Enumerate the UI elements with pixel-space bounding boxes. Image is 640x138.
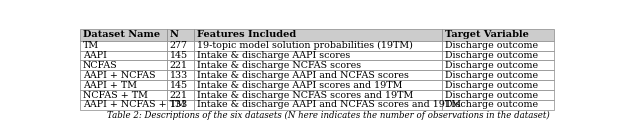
Bar bbox=[194, 80, 442, 90]
Text: Discharge outcome: Discharge outcome bbox=[445, 100, 538, 109]
Text: Discharge outcome: Discharge outcome bbox=[445, 41, 538, 50]
Bar bbox=[80, 70, 167, 80]
Text: Intake & discharge AAPI scores and 19TM: Intake & discharge AAPI scores and 19TM bbox=[197, 81, 403, 90]
Bar bbox=[167, 29, 194, 41]
Bar bbox=[194, 90, 442, 100]
Bar bbox=[442, 70, 554, 80]
Bar bbox=[167, 90, 194, 100]
Bar bbox=[80, 51, 167, 60]
Text: 277: 277 bbox=[170, 41, 188, 50]
Text: Discharge outcome: Discharge outcome bbox=[445, 51, 538, 60]
Bar bbox=[167, 60, 194, 70]
Bar bbox=[194, 70, 442, 80]
Text: Target Variable: Target Variable bbox=[445, 30, 529, 39]
Bar bbox=[80, 100, 167, 110]
Text: Intake & discharge AAPI and NCFAS scores and 19TM: Intake & discharge AAPI and NCFAS scores… bbox=[197, 100, 461, 109]
Bar bbox=[167, 70, 194, 80]
Text: 133: 133 bbox=[170, 71, 188, 80]
Text: 145: 145 bbox=[170, 81, 188, 90]
Bar bbox=[442, 60, 554, 70]
Bar bbox=[167, 80, 194, 90]
Text: Dataset Name: Dataset Name bbox=[83, 30, 160, 39]
Text: AAPI + NCFAS + TM: AAPI + NCFAS + TM bbox=[83, 100, 186, 109]
Bar bbox=[194, 100, 442, 110]
Bar bbox=[80, 80, 167, 90]
Bar bbox=[167, 41, 194, 51]
Bar bbox=[442, 29, 554, 41]
Bar bbox=[442, 51, 554, 60]
Bar bbox=[80, 29, 167, 41]
Text: AAPI: AAPI bbox=[83, 51, 107, 60]
Bar bbox=[442, 90, 554, 100]
Text: Discharge outcome: Discharge outcome bbox=[445, 61, 538, 70]
Text: Intake & discharge AAPI and NCFAS scores: Intake & discharge AAPI and NCFAS scores bbox=[197, 71, 409, 80]
Text: AAPI + NCFAS: AAPI + NCFAS bbox=[83, 71, 156, 80]
Text: Discharge outcome: Discharge outcome bbox=[445, 91, 538, 99]
Bar bbox=[80, 90, 167, 100]
Text: 221: 221 bbox=[170, 91, 188, 99]
Text: N: N bbox=[170, 30, 179, 39]
Bar bbox=[194, 41, 442, 51]
Text: Intake & discharge NCFAS scores: Intake & discharge NCFAS scores bbox=[197, 61, 361, 70]
Bar bbox=[167, 51, 194, 60]
Text: 19-topic model solution probabilities (19TM): 19-topic model solution probabilities (1… bbox=[197, 41, 413, 50]
Text: NCFAS: NCFAS bbox=[83, 61, 118, 70]
Text: Intake & discharge AAPI scores: Intake & discharge AAPI scores bbox=[197, 51, 350, 60]
Bar bbox=[194, 51, 442, 60]
Bar bbox=[167, 100, 194, 110]
Bar bbox=[194, 29, 442, 41]
Text: 145: 145 bbox=[170, 51, 188, 60]
Text: 221: 221 bbox=[170, 61, 188, 70]
Text: Intake & discharge NCFAS scores and 19TM: Intake & discharge NCFAS scores and 19TM bbox=[197, 91, 413, 99]
Bar bbox=[194, 60, 442, 70]
Text: Discharge outcome: Discharge outcome bbox=[445, 81, 538, 90]
Text: Table 2: Descriptions of the six datasets (N here indicates the number of observ: Table 2: Descriptions of the six dataset… bbox=[107, 111, 549, 120]
Bar bbox=[80, 41, 167, 51]
Text: NCFAS + TM: NCFAS + TM bbox=[83, 91, 148, 99]
Text: Features Included: Features Included bbox=[197, 30, 296, 39]
Bar bbox=[80, 60, 167, 70]
Text: TM: TM bbox=[83, 41, 99, 50]
Bar bbox=[442, 100, 554, 110]
Text: AAPI + TM: AAPI + TM bbox=[83, 81, 137, 90]
Bar bbox=[442, 41, 554, 51]
Text: Discharge outcome: Discharge outcome bbox=[445, 71, 538, 80]
Bar bbox=[442, 80, 554, 90]
Text: 133: 133 bbox=[170, 100, 188, 109]
